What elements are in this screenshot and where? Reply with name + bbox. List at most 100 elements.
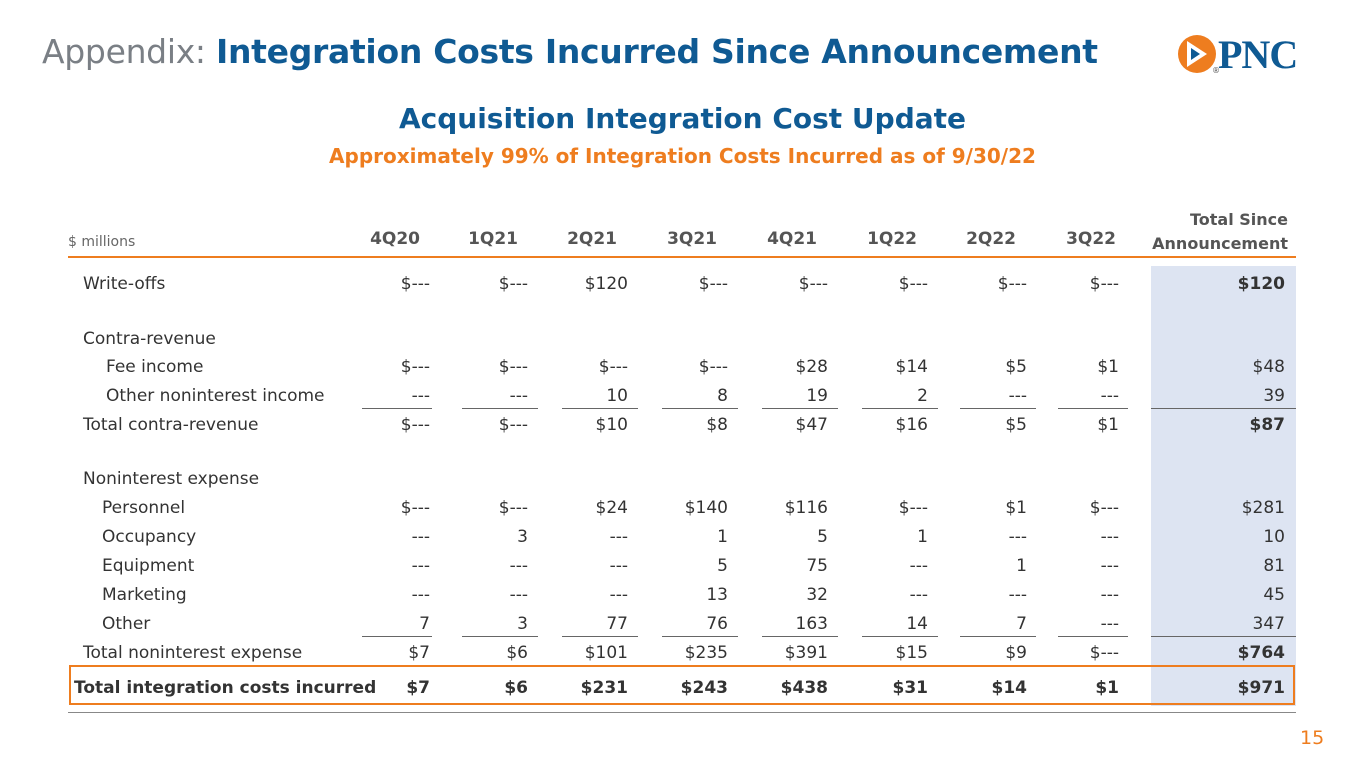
total-cell: $87 [1249,415,1286,435]
row-label: Contra-revenue [83,329,216,349]
table-row-personnel: Personnel $--- $--- $24 $140 $116 $--- $… [0,498,1365,522]
table-cell: 5 [717,556,728,576]
table-cell: $116 [784,498,828,518]
header-rule [68,256,1296,258]
table-row-total-contra-revenue: Total contra-revenue $--- $--- $10 $8 $4… [0,415,1365,439]
table-cell: $5 [1005,357,1027,377]
table-row-total-noninterest-expense: Total noninterest expense $7 $6 $101 $23… [0,643,1365,667]
table-row-marketing: Marketing --- --- --- 13 32 --- --- --- … [0,585,1365,609]
table-cell: $--- [898,498,928,518]
table-cell: 19 [806,386,828,406]
col-header-3q21: 3Q21 [667,229,717,249]
col-header-2q21: 2Q21 [567,229,617,249]
total-cell: $281 [1241,498,1285,518]
table-cell: $8 [706,415,728,435]
title-main: Integration Costs Incurred Since Announc… [215,32,1098,71]
subtotal-rule [862,408,938,409]
table-cell: 77 [606,614,628,634]
subtotal-rule [562,636,638,637]
table-cell: $31 [892,678,929,698]
subtotal-rule [1151,636,1296,637]
total-cell: $764 [1237,643,1285,663]
table-cell: $9 [1005,643,1027,663]
row-label: Occupancy [102,527,197,547]
table-cell: --- [609,527,628,547]
table-cell: --- [411,527,430,547]
row-label: Noninterest expense [83,469,260,489]
table-cell: 7 [1016,614,1027,634]
table-cell: $235 [684,643,728,663]
table-cell: --- [1100,614,1119,634]
table-cell: $--- [400,498,430,518]
table-cell: --- [1008,386,1027,406]
table-cell: $--- [1089,643,1119,663]
subtotal-rule [862,636,938,637]
table-cell: $5 [1005,415,1027,435]
table-cell: --- [509,556,528,576]
table-cell: 10 [606,386,628,406]
table-cell: 163 [795,614,828,634]
subtotal-rule [662,636,738,637]
table-row-occupancy: Occupancy --- 3 --- 1 5 1 --- --- 10 [0,527,1365,551]
row-label: Other noninterest income [106,386,325,406]
total-cell: 81 [1263,556,1285,576]
table-cell: --- [509,386,528,406]
table-cell: $140 [684,498,728,518]
table-cell: 7 [419,614,430,634]
subtotal-rule [462,408,538,409]
table-cell: $--- [898,274,928,294]
subtotal-rule [362,408,432,409]
table-cell: $--- [498,498,528,518]
col-header-3q22: 3Q22 [1066,229,1116,249]
table-cell: 75 [806,556,828,576]
table-cell: --- [909,556,928,576]
table-cell: $--- [698,274,728,294]
page-number: 15 [1300,727,1325,749]
total-cell: 10 [1263,527,1285,547]
table-row-equipment: Equipment --- --- --- 5 75 --- 1 --- 81 [0,556,1365,580]
subtotal-rule [1151,408,1296,409]
table-cell: $7 [408,643,430,663]
subtotal-rule [462,636,538,637]
table-cell: $1 [1095,678,1119,698]
total-cell: $48 [1252,357,1285,377]
subtotal-rule [960,636,1036,637]
table-row-contra-revenue-heading: Contra-revenue [0,329,1365,353]
table-cell: $--- [798,274,828,294]
table-cell: --- [1100,556,1119,576]
table-cell: $--- [400,415,430,435]
table-cell: 13 [706,585,728,605]
table-cell: 32 [806,585,828,605]
row-label: Marketing [102,585,187,605]
chart-subtitle: Acquisition Integration Cost Update [398,102,967,135]
table-cell: --- [509,585,528,605]
table-cell: $1 [1097,415,1119,435]
row-label: Total noninterest expense [83,643,303,663]
table-cell: --- [609,556,628,576]
table-cell: $--- [400,357,430,377]
row-label: Fee income [106,357,204,377]
table-bottom-rule [68,712,1296,713]
table-cell: $--- [1089,498,1119,518]
table-cell: $15 [895,643,928,663]
table-cell: --- [1100,585,1119,605]
table-cell: $391 [784,643,828,663]
total-cell: 39 [1263,386,1285,406]
col-header-total-line2: Announcement [1152,234,1288,253]
table-cell: $438 [780,678,828,698]
units-label: $ millions [68,234,136,250]
table-cell: 3 [517,527,528,547]
table-cell: --- [411,386,430,406]
table-cell: $--- [1089,274,1119,294]
subtotal-rule [662,408,738,409]
subtotal-rule [762,636,838,637]
table-cell: 1 [917,527,928,547]
col-header-total: Total Since Announcement [1148,208,1288,256]
table-cell: $1 [1005,498,1027,518]
logo-registered: ® [1212,66,1220,75]
table-cell: $16 [895,415,928,435]
subtotal-rule [762,408,838,409]
col-header-1q21: 1Q21 [468,229,518,249]
table-cell: $24 [595,498,628,518]
subtotal-rule [562,408,638,409]
